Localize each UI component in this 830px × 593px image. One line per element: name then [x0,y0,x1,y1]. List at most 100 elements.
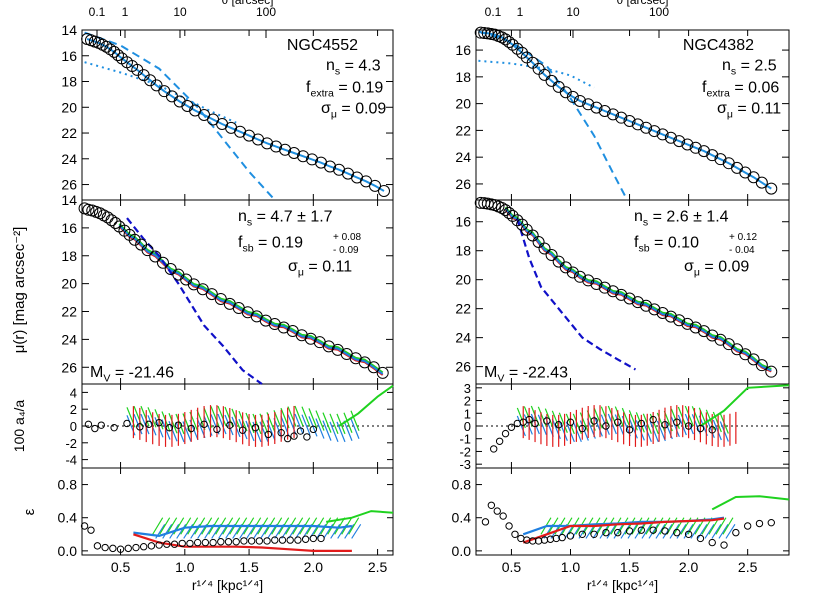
mu-sb-data-point [681,317,694,330]
eps-blue-line [133,524,353,538]
eps-data-point [286,536,294,544]
x-axis-label: r¹ᐟ⁴ [kpc¹ᐟ⁴] [587,577,658,593]
mu-data-point [566,90,579,103]
mu-data-point [495,31,508,44]
mu-sb-data-point [277,321,290,334]
fit-sigma-label-part: μ [331,108,337,120]
sb-n-label-part: s [247,216,252,228]
sb-sigma-label-part: = 0.11 [304,258,352,275]
sb-n-label-part: n [238,208,247,225]
a4-error-hatch [614,406,624,427]
a4-error-hatch [147,407,157,428]
eps-data-point [109,544,117,553]
a4-error-hatch [224,414,234,436]
mu-tick-label: 16 [455,214,471,230]
mu-tick-label: 20 [455,272,471,288]
mu-data-point [538,68,551,81]
fit-n-label-part: = 4.3 [340,57,381,74]
a4-tick-label: 4 [70,385,77,400]
mu-data-point [261,137,274,150]
mu-data-point [664,131,677,144]
a4-error-hatch [572,421,582,443]
sb-sigma-label-part: σ [288,258,298,275]
x-axis-label: r¹ᐟ⁴ [kpc¹ᐟ⁴] [192,577,263,593]
a4-data-point [602,422,610,430]
mu-sb-data-point [128,233,141,246]
sb-f-label-part: sb [638,242,649,254]
eps-tick-label: 0.4 [452,510,472,526]
a4-data-point [649,415,657,424]
mu-sb-data-point [689,321,702,334]
a4-data-point [123,419,131,428]
mu-tick-label: 18 [455,69,471,85]
sb-sigma-label-part: = 0.09 [700,258,749,275]
sb-f-label-part: = 0.19 [254,234,303,251]
x-tick-label: 2.5 [738,559,758,575]
mu-data-point [706,149,719,162]
mu-data-point [270,140,283,153]
mu-data-point [615,111,628,124]
eps-data-point [637,526,646,534]
a4-data-point [614,418,622,426]
a4-error-hatch [252,421,262,443]
mu-tick-label: 14 [61,22,77,38]
mu-sb-data-point [268,318,281,331]
a4-error-hatch [684,413,694,435]
eps-error-hatch [187,517,199,535]
fit-n-label-part: n [722,57,731,74]
mu-sb-data-point [499,204,512,217]
fit-f-label-part: = 0.19 [334,79,383,96]
mu-data-point [111,49,124,62]
a4-data-point [637,419,646,428]
mu-data-point [559,86,572,99]
eps-data-point [309,534,318,543]
a4-data-point [566,418,575,426]
a4-green-line [699,384,790,427]
mu-data-point [573,94,586,107]
eps-error-hatch [704,524,715,539]
top-axis-label: θ [arcsec] [221,0,273,7]
eps-data-point [558,533,566,542]
a4-data-point [303,433,311,441]
mu-sb-data-point [631,296,644,309]
eps-data-point [566,532,575,540]
a4-data-point [495,437,504,445]
mu-data-point [640,121,653,134]
eps-data-point [649,526,657,534]
eps-error-hatch [638,517,650,535]
a4-tick-label: 0 [70,419,77,434]
galaxy-column-NGC4552: θ [arcsec] 0.1 1 10 100 0.5 1.0 1.5 2.0 2.5 r¹ᐟ⁴ [… [58,0,394,593]
eps-data-point [271,536,279,544]
a4-data-point [507,423,516,431]
mu-sb-data-point [545,249,558,262]
a4-error-hatch [684,405,694,427]
mu-sb-data-point [156,256,169,269]
absolute-magnitude-label-part: = -21.46 [110,364,174,381]
eps-data-point [767,518,775,527]
a4-error-hatch [558,420,568,441]
eps-data-point [247,537,256,545]
fit-f-label-part: extra [310,87,334,99]
mu-sb-data-point [656,307,669,320]
a4-error-hatch [217,405,227,427]
a4-error-hatch [287,414,297,435]
mu-sb-data-point [109,217,122,229]
fit-f-label-part: f [702,79,707,96]
mu-tick-label: 18 [455,243,471,259]
a4-error-hatch [140,413,150,435]
mu-data-point [297,150,310,163]
mu-data-point [545,74,558,87]
a4-error-hatch [224,406,234,428]
top-tick-label: 1 [517,5,524,19]
mu-sb-data-point [538,242,551,255]
absolute-magnitude-label-part: V [497,372,504,384]
eps-error-hatch [725,524,736,539]
eps-data-point [317,534,325,543]
eps-tick-label: 0.0 [58,543,78,559]
mu-tick-label: 24 [61,331,77,347]
eps-data-point [696,534,705,543]
mu-sb-data-point [205,288,218,301]
eps-error-hatch [697,524,708,539]
top-tick-label: 10 [566,5,580,19]
a4-data-point [501,429,510,438]
